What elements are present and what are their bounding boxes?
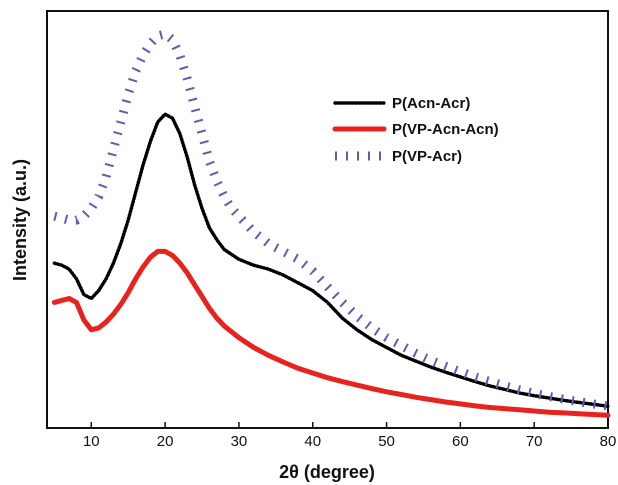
series-layer [51, 29, 611, 418]
x-axis-title: 2θ (degree) [279, 462, 375, 482]
series-line-1 [52, 112, 610, 409]
y-axis-title: Intensity (a.u.) [10, 159, 30, 281]
legend-label-3: P(VP-Acr) [392, 148, 462, 165]
x-tick-label: 20 [157, 433, 174, 450]
x-tick-label: 30 [231, 433, 248, 450]
legend-label-1: P(Acn-Acr) [392, 95, 470, 112]
legend: P(Acn-Acr) P(VP-Acn-Acn) P(VP-Acr) [332, 95, 499, 165]
x-tick-label: 80 [600, 433, 617, 450]
legend-label-2: P(VP-Acn-Acn) [392, 121, 499, 138]
x-tick-label: 70 [526, 433, 543, 450]
x-tick-label: 60 [452, 433, 469, 450]
x-axis-ticks: 10 20 30 40 50 60 70 80 [83, 422, 616, 450]
series-line-2 [51, 248, 611, 418]
x-tick-label: 10 [83, 433, 100, 450]
x-tick-label: 50 [378, 433, 395, 450]
x-tick-label: 40 [304, 433, 321, 450]
plot-frame [46, 10, 609, 429]
series-line-3 [53, 29, 609, 411]
